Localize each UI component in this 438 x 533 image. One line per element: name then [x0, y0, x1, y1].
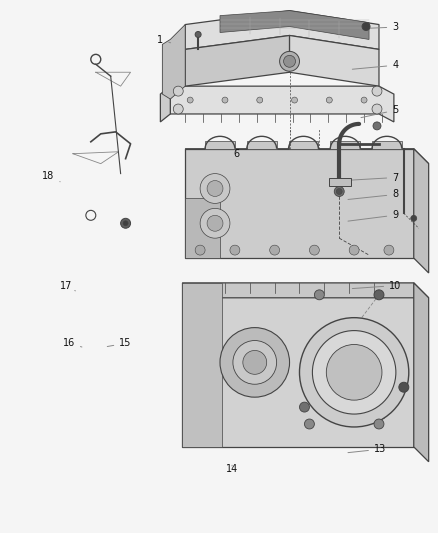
Circle shape [326, 344, 382, 400]
Polygon shape [185, 11, 379, 50]
Polygon shape [205, 141, 235, 149]
Circle shape [257, 97, 263, 103]
Circle shape [384, 245, 394, 255]
Circle shape [173, 86, 183, 96]
Polygon shape [170, 86, 394, 122]
Circle shape [233, 341, 277, 384]
Circle shape [309, 245, 319, 255]
Text: 17: 17 [60, 280, 75, 291]
Circle shape [279, 51, 300, 71]
Circle shape [312, 330, 396, 414]
Text: 4: 4 [352, 60, 398, 70]
Text: 9: 9 [348, 210, 398, 221]
Polygon shape [162, 25, 185, 99]
Polygon shape [289, 141, 318, 149]
Text: 8: 8 [348, 189, 398, 199]
Circle shape [270, 245, 279, 255]
Text: 3: 3 [348, 22, 398, 32]
Polygon shape [160, 86, 170, 122]
Text: 5: 5 [361, 105, 399, 118]
Polygon shape [414, 283, 429, 462]
Circle shape [200, 174, 230, 204]
Polygon shape [290, 36, 379, 86]
Circle shape [373, 122, 381, 130]
Text: 10: 10 [352, 280, 401, 290]
Circle shape [372, 86, 382, 96]
Text: 14: 14 [226, 464, 238, 474]
Circle shape [207, 181, 223, 197]
Circle shape [361, 97, 367, 103]
Circle shape [230, 245, 240, 255]
Circle shape [187, 97, 193, 103]
Circle shape [243, 351, 267, 374]
Circle shape [200, 208, 230, 238]
Circle shape [292, 97, 297, 103]
Circle shape [362, 22, 370, 30]
Circle shape [300, 318, 409, 427]
Circle shape [304, 419, 314, 429]
Polygon shape [372, 141, 402, 149]
Circle shape [195, 31, 201, 37]
Circle shape [123, 221, 128, 226]
Polygon shape [182, 283, 414, 447]
Circle shape [336, 189, 342, 195]
Circle shape [195, 245, 205, 255]
Circle shape [411, 215, 417, 221]
Circle shape [283, 55, 296, 67]
Circle shape [334, 187, 344, 197]
Polygon shape [247, 141, 277, 149]
Text: 1: 1 [157, 35, 171, 45]
Circle shape [173, 104, 183, 114]
Polygon shape [414, 149, 429, 273]
Polygon shape [185, 149, 429, 164]
Polygon shape [182, 283, 222, 447]
Circle shape [207, 215, 223, 231]
Circle shape [220, 328, 290, 397]
Text: 16: 16 [63, 338, 82, 348]
Text: 15: 15 [107, 338, 131, 348]
Circle shape [374, 290, 384, 300]
Text: 7: 7 [344, 173, 399, 182]
Circle shape [349, 245, 359, 255]
Circle shape [372, 104, 382, 114]
Circle shape [120, 219, 131, 228]
Text: 12: 12 [348, 411, 386, 422]
Circle shape [222, 97, 228, 103]
Circle shape [326, 97, 332, 103]
Circle shape [314, 290, 324, 300]
Circle shape [300, 402, 309, 412]
Text: 11: 11 [328, 379, 386, 389]
Polygon shape [220, 11, 369, 39]
Polygon shape [329, 177, 351, 185]
Polygon shape [330, 141, 360, 149]
Text: 6: 6 [233, 149, 240, 159]
Circle shape [374, 419, 384, 429]
Text: 2: 2 [223, 17, 232, 27]
Polygon shape [182, 283, 429, 298]
Polygon shape [185, 36, 290, 86]
Text: 18: 18 [42, 172, 60, 182]
Circle shape [399, 382, 409, 392]
Polygon shape [185, 198, 220, 258]
Polygon shape [185, 149, 414, 258]
Text: 13: 13 [348, 444, 386, 454]
